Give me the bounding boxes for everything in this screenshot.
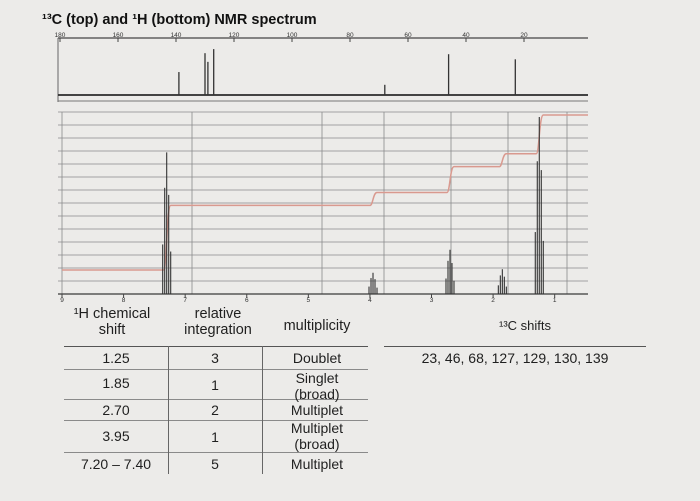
h-row-5-multiplicity: Multiplet — [290, 456, 344, 472]
c-table-header: ¹³C shifts — [499, 318, 551, 333]
h1-tick-label: 5 — [307, 297, 311, 304]
c13-tick-label: 140 — [171, 32, 182, 39]
h-row-3-multiplicity: Multiplet — [290, 402, 344, 418]
h1-tick-label: 2 — [491, 297, 495, 304]
h-table-header-integration: relative integration — [184, 306, 252, 338]
h-table-rule — [64, 452, 368, 453]
h-row-5-shift: 7.20 – 7.40 — [80, 456, 152, 472]
h-row-2-integration: 1 — [211, 377, 219, 393]
c-table-top-rule — [384, 346, 646, 347]
h1-tick-label: 3 — [430, 297, 434, 304]
h1-tick-label: 9 — [60, 297, 64, 304]
c13-tick-label: 80 — [346, 32, 354, 39]
c13-tick-label: 120 — [229, 32, 240, 39]
h-table-header-multiplicity: multiplicity — [283, 318, 351, 334]
c-table-values: 23, 46, 68, 127, 129, 130, 139 — [421, 350, 609, 366]
h-row-1-integration: 3 — [211, 350, 219, 366]
h-row-4-multiplicity: Multiplet (broad) — [290, 420, 344, 452]
h-table-top-rule — [64, 346, 368, 347]
page-title: ¹³C (top) and ¹H (bottom) NMR spectrum — [42, 12, 317, 28]
c13-tick-label: 100 — [287, 32, 298, 39]
h1-tick-label: 8 — [122, 297, 126, 304]
h-row-4-integration: 1 — [211, 429, 219, 445]
h-table-header-shift: ¹H chemical shift — [73, 306, 151, 338]
h-row-2-multiplicity: Singlet (broad) — [294, 370, 340, 402]
h1-grid — [58, 111, 588, 294]
h1-tick-label: 7 — [183, 297, 187, 304]
c13-tick-label: 20 — [520, 32, 528, 39]
c13-tick-label: 180 — [55, 32, 66, 39]
h1-tick-label: 4 — [368, 297, 372, 304]
h-table-col-divider — [168, 346, 169, 474]
h-row-5-integration: 5 — [211, 456, 219, 472]
c13-tick-label: 40 — [462, 32, 470, 39]
h1-axis: 9 8 7 6 5 4 3 2 1 — [60, 294, 557, 304]
c13-tick-label: 60 — [404, 32, 412, 39]
h1-spectrum-trace — [58, 117, 588, 295]
h-table-rule — [64, 399, 368, 400]
c13-peaks — [178, 49, 516, 95]
c13-axis: 180 160 140 120 100 80 60 40 20 — [55, 32, 588, 102]
h-table-rule — [64, 369, 368, 370]
h-row-3-integration: 2 — [211, 402, 219, 418]
h-row-1-multiplicity: Doublet — [292, 350, 342, 366]
h1-tick-label: 1 — [553, 297, 557, 304]
h-table-rule — [64, 420, 368, 421]
c13-tick-label: 160 — [113, 32, 124, 39]
h-row-1-shift: 1.25 — [102, 350, 130, 366]
h-row-3-shift: 2.70 — [102, 402, 130, 418]
h-table-col-divider — [262, 346, 263, 474]
h-row-2-shift: 1.85 — [102, 375, 130, 391]
h1-tick-label: 6 — [245, 297, 249, 304]
h-row-4-shift: 3.95 — [102, 428, 130, 444]
